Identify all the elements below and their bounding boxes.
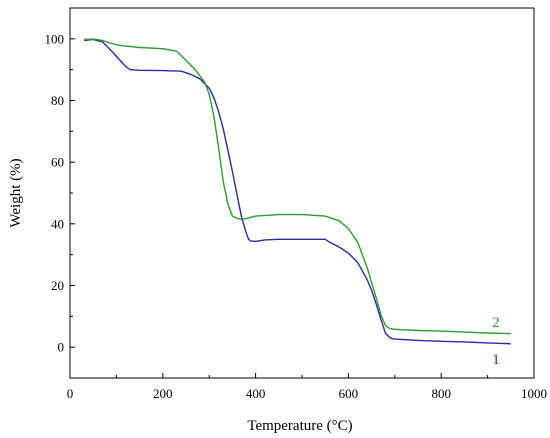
y-tick-label-60: 60 bbox=[51, 155, 64, 170]
x-tick-label-200: 200 bbox=[153, 386, 173, 401]
axes: 0 200 400 600 800 1000 0 20 40 60 80 100 bbox=[45, 7, 547, 401]
x-tick-label-600: 600 bbox=[339, 386, 359, 401]
y-tick-label-80: 80 bbox=[51, 93, 64, 108]
plot-frame bbox=[69, 7, 535, 379]
y-tick-label-20: 20 bbox=[51, 278, 64, 293]
series-label-1: 1 bbox=[492, 352, 500, 368]
series-line-2 bbox=[83, 38, 511, 335]
series-line-1 bbox=[83, 38, 511, 345]
series-label-2: 2 bbox=[492, 315, 500, 331]
y-axis-label: Weight (%) bbox=[8, 158, 24, 227]
y-tick-label-100: 100 bbox=[45, 31, 65, 46]
x-axis-label: Temperature (°C) bbox=[247, 418, 352, 434]
y-tick-label-0: 0 bbox=[58, 340, 65, 355]
x-tick-label-800: 800 bbox=[431, 386, 451, 401]
y-tick-label-40: 40 bbox=[51, 216, 64, 231]
x-tick-label-1000: 1000 bbox=[521, 386, 547, 401]
x-tick-label-0: 0 bbox=[67, 386, 74, 401]
x-tick-label-400: 400 bbox=[246, 386, 266, 401]
plot-area: 12 bbox=[83, 38, 511, 368]
